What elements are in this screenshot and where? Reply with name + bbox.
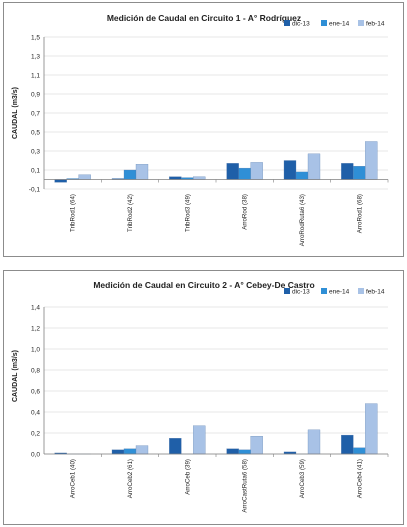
y-tick-label: 0,7 xyxy=(31,110,40,117)
y-tick-label: 0,3 xyxy=(31,148,40,155)
bar-feb-14-1 xyxy=(135,164,149,180)
legend-swatch-feb-14 xyxy=(358,288,364,294)
legend-label: feb-14 xyxy=(366,289,385,296)
legend: dic-13 ene-14 feb-14 xyxy=(284,288,385,296)
legend-swatch-dic-13 xyxy=(284,20,290,26)
y-tick-label: -0,1 xyxy=(29,186,41,193)
y-tick-label: 0,4 xyxy=(31,409,40,416)
bar-dic-13-5 xyxy=(341,434,354,455)
legend-label: dic-13 xyxy=(292,289,310,296)
chart-circuito-1: Medición de Caudal en Circuito 1 - A° Ro… xyxy=(12,13,389,246)
bar-feb-14-3 xyxy=(250,435,263,455)
x-category-label: TribRod1 (64) xyxy=(70,194,77,232)
x-category-label: ArroCeb1 (40) xyxy=(70,459,77,498)
bar-feb-14-3 xyxy=(250,162,263,180)
bar-ene-14-5 xyxy=(353,166,366,180)
x-category-label: ArroRod1 (68) xyxy=(356,194,363,233)
x-category-label: ArroRod (38) xyxy=(242,194,249,230)
bar-feb-14-0 xyxy=(78,174,91,180)
legend-label: ene-14 xyxy=(329,21,350,28)
axes: 0,0 0,2 0,4 0,6 0,8 1,0 1,2 1,4 ArroCeb1 (40) Arr… xyxy=(31,304,389,513)
gridlines xyxy=(44,306,388,455)
bar-ene-14-1 xyxy=(123,448,137,455)
y-tick-label: 0,9 xyxy=(31,91,40,98)
chart-panel-circuito-1: Medición de Caudal en Circuito 1 - A° Ro… xyxy=(3,2,404,257)
bar-dic-13-3 xyxy=(226,163,239,180)
legend-label: ene-14 xyxy=(329,289,350,296)
chart-circuito-2: Medición de Caudal en Circuito 2 - A° Ce… xyxy=(12,280,389,513)
y-tick-label: 0,0 xyxy=(31,451,40,458)
chart-title: Medición de Caudal en Circuito 2 - A° Ce… xyxy=(93,280,314,290)
y-tick-label: 0,1 xyxy=(31,167,40,174)
bars xyxy=(54,141,378,183)
legend: dic-13 ene-14 feb-14 xyxy=(284,20,385,28)
bar-dic-13-4 xyxy=(283,160,297,180)
legend-swatch-feb-14 xyxy=(358,20,364,26)
bars xyxy=(54,403,378,455)
bar-ene-14-3 xyxy=(238,167,251,180)
y-tick-label: 1,0 xyxy=(31,346,40,353)
x-category-label: ArroCeb4 (41) xyxy=(356,459,363,498)
x-category-label: ArroCastRuta6 (58) xyxy=(242,459,249,513)
y-axis-title: CAUDAL (m3/s) xyxy=(12,87,19,139)
y-tick-label: 0,6 xyxy=(31,388,40,395)
x-category-label: ArroCeb2 (61) xyxy=(127,459,134,498)
legend-label: feb-14 xyxy=(366,21,385,28)
bar-ene-14-3 xyxy=(238,449,251,455)
y-tick-label: 0,2 xyxy=(31,430,40,437)
y-tick-label: 1,4 xyxy=(31,304,40,311)
chart-title: Medición de Caudal en Circuito 1 - A° Ro… xyxy=(107,13,301,23)
x-category-label: ArroCeb (39) xyxy=(184,459,191,495)
y-tick-label: 0,5 xyxy=(31,129,40,136)
y-tick-label: 1,1 xyxy=(31,72,40,79)
axes: -0,1 0,1 0,3 0,5 0,7 0,9 1,1 1,3 1,5 TribRod1 (64… xyxy=(29,34,389,246)
bar-ene-14-5 xyxy=(353,447,366,455)
x-category-label: ArroRodRuta6 (43) xyxy=(299,194,306,246)
bar-ene-14-4 xyxy=(295,171,309,180)
legend-swatch-ene-14 xyxy=(321,20,327,26)
bar-feb-14-1 xyxy=(135,445,149,455)
x-category-label: ArroCeb3 (59) xyxy=(299,459,306,498)
bar-feb-14-4 xyxy=(307,429,321,455)
y-axis-title: CAUDAL (m3/s) xyxy=(12,350,19,402)
x-category-label: TribRod2 (42) xyxy=(127,194,134,232)
bar-feb-14-5 xyxy=(365,141,378,180)
bar-dic-13-5 xyxy=(341,163,354,180)
bar-dic-13-2 xyxy=(169,438,182,455)
legend-swatch-dic-13 xyxy=(284,288,290,294)
y-tick-label: 1,2 xyxy=(31,325,40,332)
bar-ene-14-1 xyxy=(123,169,137,180)
gridlines xyxy=(44,36,388,190)
bar-dic-13-0 xyxy=(54,179,67,183)
bar-dic-13-1 xyxy=(111,449,125,455)
chart-panel-circuito-2: Medición de Caudal en Circuito 2 - A° Ce… xyxy=(3,270,404,525)
legend-swatch-ene-14 xyxy=(321,288,327,294)
bar-dic-13-2 xyxy=(169,176,182,180)
y-tick-label: 0,8 xyxy=(31,367,40,374)
x-category-label: TribRod3 (49) xyxy=(184,194,191,232)
y-tick-label: 1,3 xyxy=(31,53,40,60)
bar-feb-14-2 xyxy=(193,425,206,455)
bar-feb-14-5 xyxy=(365,403,378,455)
bar-feb-14-2 xyxy=(193,176,206,180)
y-tick-label: 1,5 xyxy=(31,34,40,41)
bar-dic-13-3 xyxy=(226,448,239,455)
bar-feb-14-4 xyxy=(307,153,321,180)
legend-label: dic-13 xyxy=(292,21,310,28)
